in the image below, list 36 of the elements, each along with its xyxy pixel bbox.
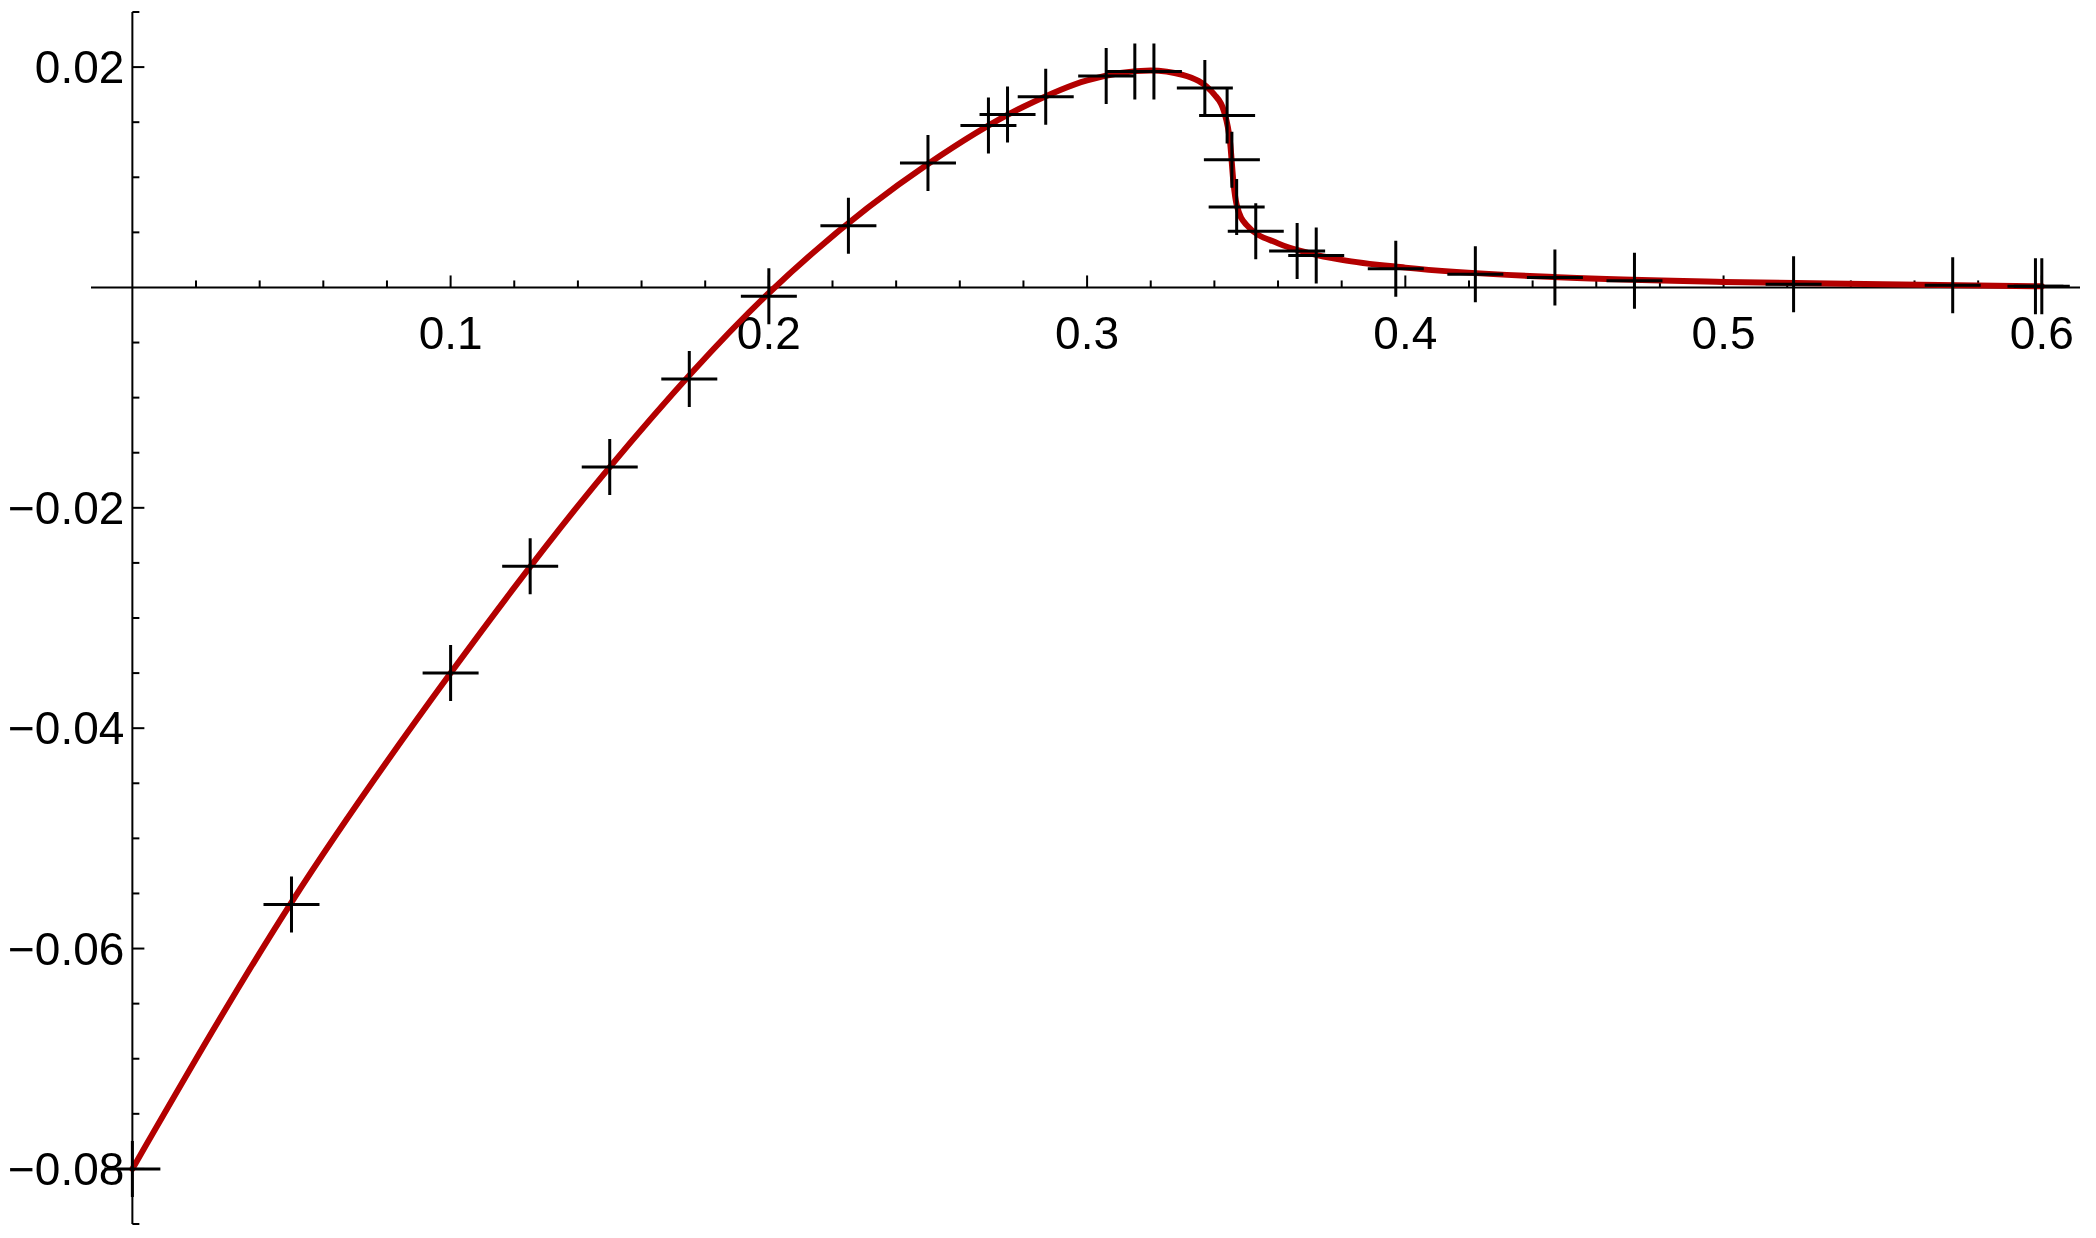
point [1078,47,1135,104]
x-tick-label: 0.5 [1691,307,1756,360]
y-tick-label: −0.06 [7,922,125,975]
point [1367,240,1424,297]
y-tick-label: 0.02 [34,41,125,94]
x-tick-label: 0.2 [736,307,801,360]
point [263,876,320,933]
point [1208,179,1265,236]
point [1447,246,1504,303]
point [1526,249,1583,306]
point [820,197,877,254]
x-tick-label: 0.4 [1373,307,1438,360]
point [2013,258,2070,315]
point [1765,256,1822,313]
x-tick-label: 0.1 [418,307,483,360]
point [1227,203,1284,260]
y-tick-label: −0.04 [7,702,125,755]
point [1176,60,1233,117]
point [899,134,956,191]
point [502,538,559,595]
point [960,97,1017,154]
point [1017,68,1074,125]
x-tick-label: 0.6 [2009,307,2074,360]
point [1203,131,1260,188]
point [422,645,479,702]
y-tick-label: −0.08 [7,1143,125,1196]
y-tick-label: −0.02 [7,481,125,534]
point [979,86,1036,143]
point [581,439,638,496]
x-tick-label: 0.3 [1055,307,1120,360]
point [1288,227,1345,284]
point [1924,257,1981,314]
point [661,350,718,407]
point [1269,223,1326,280]
point [1199,87,1256,144]
point [1606,252,1663,309]
